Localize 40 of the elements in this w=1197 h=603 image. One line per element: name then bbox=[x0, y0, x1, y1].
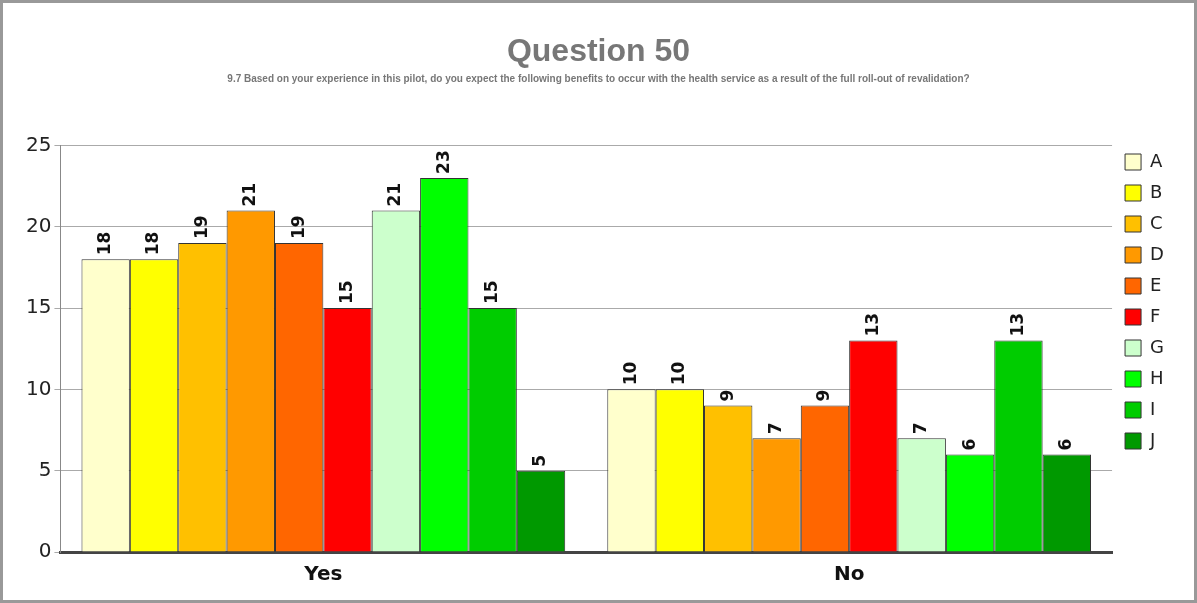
data-label: 15 bbox=[481, 280, 502, 305]
data-label: 19 bbox=[287, 215, 308, 239]
legend-label: C bbox=[1150, 211, 1163, 233]
legend-label: B bbox=[1150, 180, 1163, 202]
legend-label: E bbox=[1150, 273, 1162, 295]
chart-title: Question 50 bbox=[506, 32, 691, 69]
x-tick-label: Yes bbox=[303, 561, 343, 586]
data-label: 15 bbox=[335, 280, 356, 305]
legend-label: G bbox=[1150, 335, 1164, 357]
chart-subtitle: 9.7 Based on your experience in this pilot, do you expect the following benefits to occur with the health service as a result of the full roll-out of revalidation? bbox=[227, 73, 970, 85]
y-tick-label: 10 bbox=[26, 375, 52, 400]
data-label: 10 bbox=[619, 361, 640, 386]
data-label: 6 bbox=[1055, 438, 1076, 451]
data-label: 7 bbox=[765, 422, 786, 435]
data-label: 13 bbox=[861, 312, 882, 337]
data-label: 23 bbox=[432, 150, 453, 174]
legend-label: I bbox=[1150, 397, 1156, 419]
data-label: 9 bbox=[813, 389, 834, 402]
data-label: 7 bbox=[910, 422, 931, 435]
data-label: 6 bbox=[958, 438, 979, 451]
data-label: 5 bbox=[529, 454, 550, 467]
data-label: 10 bbox=[668, 361, 689, 386]
data-label: 9 bbox=[716, 389, 737, 402]
y-tick-label: 15 bbox=[26, 294, 52, 319]
y-tick-label: 25 bbox=[26, 131, 52, 156]
data-label: 13 bbox=[1006, 312, 1027, 337]
data-label: 21 bbox=[384, 182, 405, 207]
legend-label: F bbox=[1150, 304, 1161, 326]
data-label: 19 bbox=[190, 215, 211, 239]
legend-label: H bbox=[1150, 366, 1164, 388]
y-tick-label: 20 bbox=[26, 212, 52, 237]
legend-label: D bbox=[1150, 242, 1164, 264]
x-tick-label: No bbox=[833, 561, 865, 586]
data-label: 21 bbox=[239, 182, 260, 207]
data-label: 18 bbox=[94, 231, 115, 256]
legend-label: J bbox=[1149, 428, 1156, 450]
y-tick-label: 0 bbox=[38, 538, 52, 563]
legend-label: A bbox=[1150, 149, 1164, 171]
data-label: 18 bbox=[142, 231, 163, 256]
y-tick-label: 5 bbox=[38, 456, 52, 481]
